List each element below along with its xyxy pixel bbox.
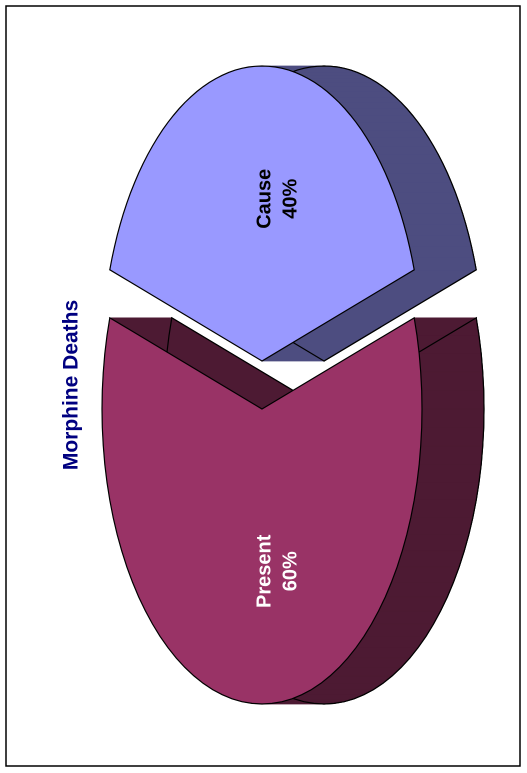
slice-side: [375, 154, 444, 164]
slice-side: [400, 213, 467, 225]
slice-side: [301, 689, 374, 696]
slice-side: [406, 235, 472, 247]
slice-side: [338, 657, 411, 668]
slice-side: [418, 445, 484, 465]
slice-side: [371, 610, 442, 625]
slice-side: [355, 636, 427, 648]
slice-side: [391, 566, 460, 583]
slice-group: [108, 65, 478, 362]
slice-side: [307, 78, 378, 83]
slice-label: Cause: [253, 169, 275, 229]
slice-side: [421, 390, 485, 410]
slice-side: [301, 74, 371, 79]
slice-side: [349, 114, 419, 123]
slice-side: [396, 550, 465, 568]
slice: [109, 65, 415, 362]
slice-side: [409, 246, 475, 259]
slice-side: [403, 224, 470, 236]
slice-side: [332, 96, 402, 103]
slice-side: [329, 667, 402, 677]
slice-side: [313, 82, 384, 88]
slice-side: [416, 335, 482, 355]
slice-side: [326, 91, 396, 98]
slice-side: [347, 647, 419, 659]
slice-side: [384, 172, 452, 183]
slice-side: [355, 122, 424, 131]
slice-side: [320, 675, 393, 684]
slice-side: [410, 499, 477, 518]
slice-side: [421, 408, 485, 428]
slice-side: [378, 596, 448, 612]
slice-side: [420, 371, 484, 391]
slice-side: [295, 72, 364, 76]
slice-side: [291, 694, 364, 700]
slice-side: [363, 623, 435, 637]
slice-side: [416, 463, 482, 483]
slice-side: [380, 163, 448, 174]
slice-side: [338, 102, 408, 109]
slice-side: [413, 482, 480, 501]
slice-side: [420, 427, 484, 447]
slice-side: [384, 582, 454, 598]
slice-side: [392, 192, 460, 204]
slice-side: [406, 517, 474, 535]
chart-title: Morphine Deaths: [60, 300, 83, 470]
slice-side: [396, 202, 463, 214]
slice-side: [366, 137, 435, 147]
slice-side: [310, 682, 384, 690]
slice-side: [288, 69, 358, 73]
slice-side: [371, 145, 439, 155]
slice-value-label: 60%: [279, 551, 301, 591]
slice-group: [101, 316, 485, 705]
slice-side: [411, 257, 477, 271]
slice-side: [389, 182, 456, 193]
slice-label: Present: [253, 534, 275, 608]
slice-side: [413, 317, 480, 336]
slice-value-label: 40%: [279, 179, 301, 219]
slice: [101, 316, 423, 705]
slice-side: [344, 108, 414, 116]
slice-side: [401, 534, 470, 552]
slice-side: [320, 86, 390, 92]
slice-side: [418, 353, 484, 373]
slice-side: [360, 129, 430, 138]
